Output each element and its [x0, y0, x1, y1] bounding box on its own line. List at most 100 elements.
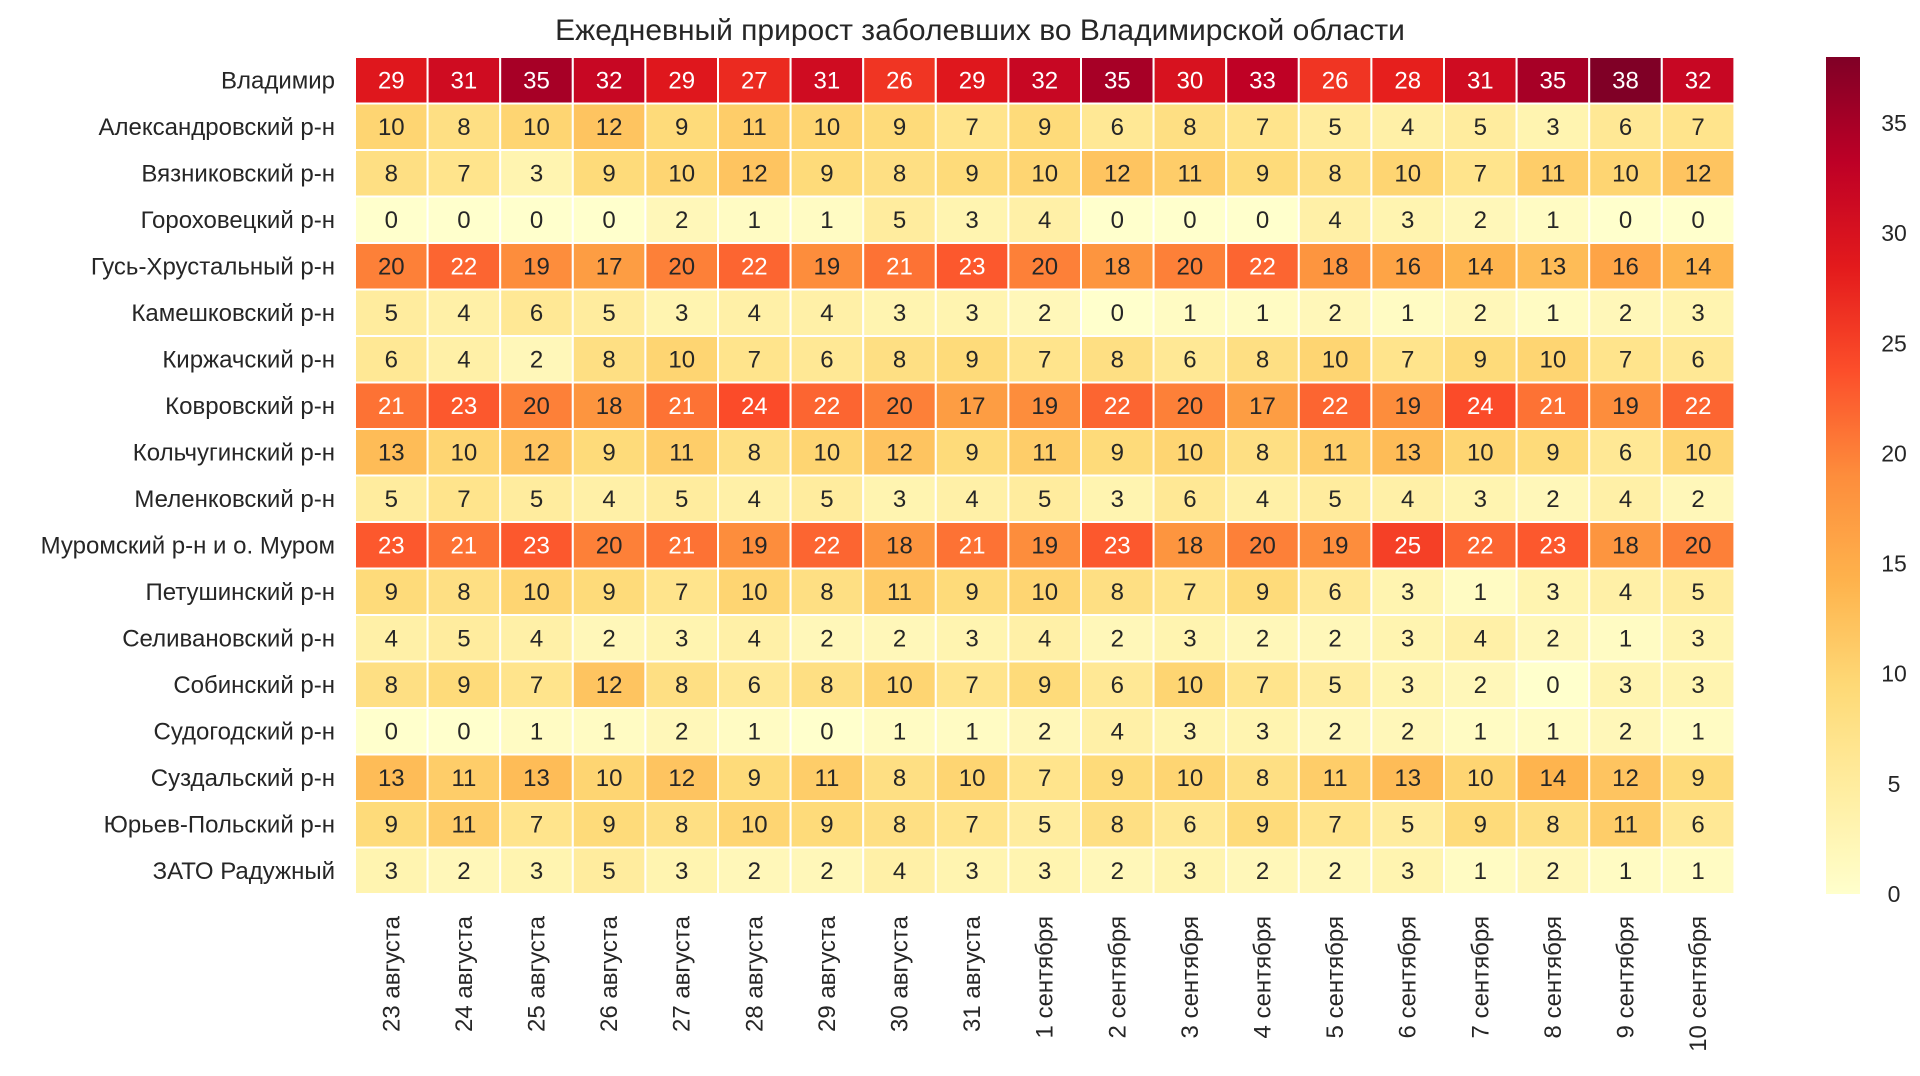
cell-value-label: 8	[1183, 114, 1196, 141]
heatmap-cell	[1225, 660, 1300, 709]
cell-value-label: 8	[457, 114, 470, 141]
heatmap-cell	[1225, 288, 1300, 337]
cell-value-label: 3	[1401, 207, 1414, 234]
heatmap-cell	[1588, 753, 1663, 802]
heatmap-cell	[1443, 428, 1518, 477]
row-label: Селивановский р-н	[122, 625, 335, 652]
cell-value-label: 20	[1031, 253, 1058, 280]
row-label: Ковровский р-н	[165, 393, 335, 420]
row-label: Гороховецкий р-н	[141, 207, 335, 234]
heatmap-cell	[354, 335, 429, 384]
heatmap-cell	[354, 800, 429, 849]
heatmap-cell	[789, 614, 865, 663]
cell-value-label: 10	[1394, 160, 1421, 187]
cell-value-label: 11	[1323, 439, 1348, 466]
cell-value-label: 2	[1619, 300, 1632, 327]
cell-value-label: 2	[1111, 858, 1124, 885]
heatmap-cell	[1660, 800, 1736, 849]
cell-value-label: 4	[1401, 114, 1414, 141]
cell-value-label: 19	[1031, 393, 1058, 420]
cell-value-label: 11	[814, 765, 839, 792]
cell-value-label: 7	[457, 486, 470, 513]
cell-value-label: 11	[669, 439, 694, 466]
heatmap-cell	[426, 614, 502, 663]
cell-value-label: 4	[1111, 718, 1124, 745]
cell-value-label: 1	[1183, 300, 1196, 327]
cell-value-label: 12	[596, 114, 623, 141]
heatmap-cell	[499, 288, 574, 337]
heatmap-cell	[934, 707, 1010, 756]
cell-value-label: 11	[1323, 765, 1348, 792]
cell-value-label: 2	[1546, 625, 1559, 652]
cell-value-label: 9	[1111, 765, 1124, 792]
column-label: 23 августа	[378, 915, 405, 1032]
heatmap-cell	[1660, 660, 1736, 709]
colorbar-tick-label: 25	[1881, 330, 1907, 356]
cell-value-label: 8	[1546, 811, 1559, 838]
heatmap-cell	[717, 335, 792, 384]
cell-value-label: 17	[959, 393, 986, 420]
heatmap-cell	[789, 335, 865, 384]
cell-value-label: 32	[1685, 67, 1712, 94]
cell-value-label: 22	[1249, 253, 1276, 280]
colorbar-tick-label: 30	[1881, 220, 1907, 246]
cell-value-label: 13	[378, 765, 405, 792]
cell-value-label: 2	[1038, 300, 1051, 327]
cell-value-label: 17	[596, 253, 623, 280]
cell-value-label: 8	[893, 811, 906, 838]
cell-value-label: 4	[1619, 579, 1632, 606]
cell-value-label: 0	[1691, 207, 1704, 234]
cell-value-label: 8	[748, 439, 761, 466]
heatmap-cell	[1297, 428, 1373, 477]
heatmap-cell	[1225, 149, 1300, 198]
heatmap-cell	[1152, 195, 1228, 244]
heatmap-cell	[1007, 567, 1083, 616]
cell-value-label: 8	[893, 160, 906, 187]
heatmap-cell	[1152, 753, 1228, 802]
heatmap-cell	[354, 288, 429, 337]
column-label: 31 августа	[959, 915, 986, 1032]
cell-value-label: 8	[1111, 579, 1124, 606]
cell-value-label: 19	[1031, 532, 1058, 559]
cell-value-label: 5	[530, 486, 543, 513]
row-label: ЗАТО Радужный	[153, 858, 335, 885]
heatmap-cell	[1370, 149, 1446, 198]
heatmap-cell	[934, 288, 1010, 337]
cell-value-label: 7	[457, 160, 470, 187]
cell-value-label: 30	[1177, 67, 1204, 94]
cell-value-label: 2	[675, 207, 688, 234]
cell-value-label: 3	[675, 625, 688, 652]
cell-value-label: 2	[1256, 625, 1269, 652]
cell-value-label: 10	[814, 439, 841, 466]
heatmap-cell	[1080, 660, 1155, 709]
cell-value-label: 3	[675, 300, 688, 327]
cell-value-label: 31	[1467, 67, 1494, 94]
heatmap-cell	[1660, 567, 1736, 616]
cell-value-label: 20	[1177, 253, 1204, 280]
heatmap-cell	[644, 474, 720, 523]
cell-value-label: 1	[1619, 625, 1632, 652]
cell-value-label: 3	[1691, 672, 1704, 699]
cell-value-label: 20	[523, 393, 550, 420]
heatmap-cell	[1443, 707, 1518, 756]
heatmap-cell	[1588, 567, 1663, 616]
cell-value-label: 2	[893, 625, 906, 652]
heatmap-cell	[1588, 102, 1663, 151]
cell-value-label: 10	[814, 114, 841, 141]
row-label: Александровский р-н	[99, 114, 335, 141]
cell-value-label: 9	[1546, 439, 1559, 466]
heatmap-cell	[717, 242, 792, 291]
cell-value-label: 27	[741, 67, 768, 94]
cell-value-label: 9	[965, 346, 978, 373]
cell-value-label: 20	[668, 253, 695, 280]
heatmap-cell	[571, 288, 647, 337]
heatmap-cell	[1152, 102, 1228, 151]
cell-value-label: 8	[820, 672, 833, 699]
row-label: Гусь-Хрустальный р-н	[91, 253, 335, 280]
heatmap-cell	[1515, 149, 1591, 198]
cell-value-label: 4	[748, 625, 761, 652]
cell-value-label: 26	[1322, 67, 1349, 94]
cell-value-label: 6	[530, 300, 543, 327]
cell-value-label: 4	[385, 625, 398, 652]
